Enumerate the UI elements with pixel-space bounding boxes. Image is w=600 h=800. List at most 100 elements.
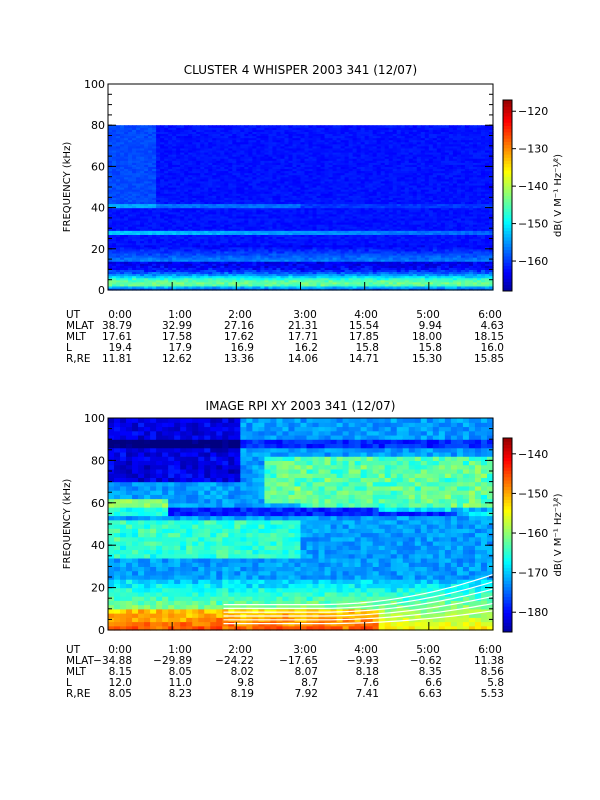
heatmap-cell	[140, 170, 145, 174]
heatmap-cell	[252, 240, 257, 244]
heatmap-cell	[116, 199, 121, 203]
heatmap-cell	[228, 189, 233, 192]
heatmap-cell	[256, 207, 261, 211]
heatmap-cell	[248, 279, 253, 283]
heatmap-cell	[116, 176, 121, 180]
heatmap-cell	[128, 287, 133, 291]
heatmap-cell	[152, 275, 157, 279]
heatmap-cell	[264, 287, 270, 291]
heatmap-cell	[112, 215, 117, 219]
heatmap-cell	[236, 191, 241, 194]
heatmap-cell	[120, 261, 125, 264]
heatmap-cell	[240, 156, 245, 159]
heatmap-cell	[196, 205, 201, 209]
heatmap-cell	[204, 275, 209, 279]
heatmap-cell	[164, 125, 169, 128]
heatmap-cell	[168, 219, 173, 223]
heatmap-cell	[124, 269, 129, 273]
heatmap-cell	[228, 250, 233, 254]
heatmap-cell	[140, 168, 145, 172]
heatmap-cell	[232, 193, 237, 196]
heatmap-cell	[140, 244, 145, 248]
heatmap-cell	[260, 195, 266, 198]
heatmap-cell	[200, 135, 205, 139]
heatmap-cell	[208, 125, 213, 128]
heatmap-cell	[212, 164, 217, 167]
heatmap-cell	[228, 242, 233, 246]
heatmap-cell	[232, 205, 237, 209]
heatmap-cell	[200, 234, 205, 238]
heatmap-cell	[188, 170, 193, 174]
heatmap-cell	[164, 273, 169, 277]
heatmap-cell	[188, 275, 193, 279]
heatmap-cell	[224, 244, 229, 248]
heatmap-cell	[184, 263, 189, 266]
heatmap-cell	[176, 170, 181, 174]
heatmap-cell	[204, 139, 209, 143]
heatmap-cell	[180, 275, 185, 279]
heatmap-cell	[132, 127, 137, 130]
heatmap-cell	[144, 191, 149, 194]
heatmap-cell	[244, 160, 249, 163]
heatmap-cell	[208, 230, 213, 233]
heatmap-cell	[212, 250, 217, 254]
heatmap-cell	[128, 228, 133, 231]
heatmap-cell	[256, 254, 261, 258]
heatmap-cell	[304, 125, 310, 128]
heatmap-cell	[224, 147, 229, 151]
heatmap-cell	[260, 131, 266, 135]
heatmap-cell	[216, 279, 221, 283]
heatmap-cell	[124, 129, 129, 132]
heatmap-cell	[180, 226, 185, 229]
heatmap-cell	[212, 197, 217, 200]
heatmap-cell	[168, 211, 173, 215]
heatmap-cell	[252, 250, 257, 254]
heatmap-cell	[200, 271, 205, 275]
heatmap-cell	[232, 209, 237, 213]
heatmap-cell	[116, 215, 121, 219]
heatmap-cell	[108, 133, 113, 137]
heatmap-cell	[176, 160, 181, 163]
heatmap-cell	[184, 209, 189, 213]
heatmap-cell	[116, 160, 121, 163]
heatmap-cell	[236, 184, 241, 188]
heatmap-cell	[236, 178, 241, 182]
heatmap-cell	[168, 215, 173, 219]
heatmap-cell	[232, 250, 237, 254]
heatmap-cell	[216, 145, 221, 149]
heatmap-cell	[224, 283, 229, 287]
heatmap-cell	[172, 224, 177, 227]
heatmap-cell	[204, 263, 209, 266]
heatmap-cell	[216, 172, 221, 176]
heatmap-cell	[184, 160, 189, 163]
heatmap-cell	[108, 195, 113, 198]
heatmap-cell	[256, 129, 261, 132]
heatmap-cell	[160, 287, 165, 291]
heatmap-cell	[220, 267, 225, 270]
heatmap-cell	[152, 141, 157, 145]
heatmap-cell	[160, 164, 165, 167]
heatmap-cell	[256, 125, 261, 128]
heatmap-cell	[168, 224, 173, 227]
heatmap-cell	[236, 147, 241, 151]
heatmap-cell	[228, 170, 233, 174]
heatmap-cell	[240, 240, 245, 244]
heatmap-cell	[212, 277, 217, 281]
heatmap-cell	[260, 279, 266, 283]
heatmap-cell	[196, 147, 201, 151]
heatmap-cell	[256, 271, 261, 275]
heatmap-cell	[236, 219, 241, 223]
heatmap-cell	[216, 133, 221, 137]
heatmap-cell	[232, 244, 237, 248]
heatmap-cell	[216, 246, 221, 250]
heatmap-cell	[180, 254, 185, 258]
heatmap-cell	[140, 250, 145, 254]
heatmap-cell	[164, 172, 169, 176]
heatmap-cell	[212, 257, 217, 260]
heatmap-cell	[216, 149, 221, 153]
heatmap-cell	[260, 207, 266, 211]
heatmap-cell	[252, 156, 257, 159]
heatmap-cell	[172, 166, 177, 170]
heatmap-cell	[252, 224, 257, 227]
heatmap-cell	[152, 267, 157, 270]
